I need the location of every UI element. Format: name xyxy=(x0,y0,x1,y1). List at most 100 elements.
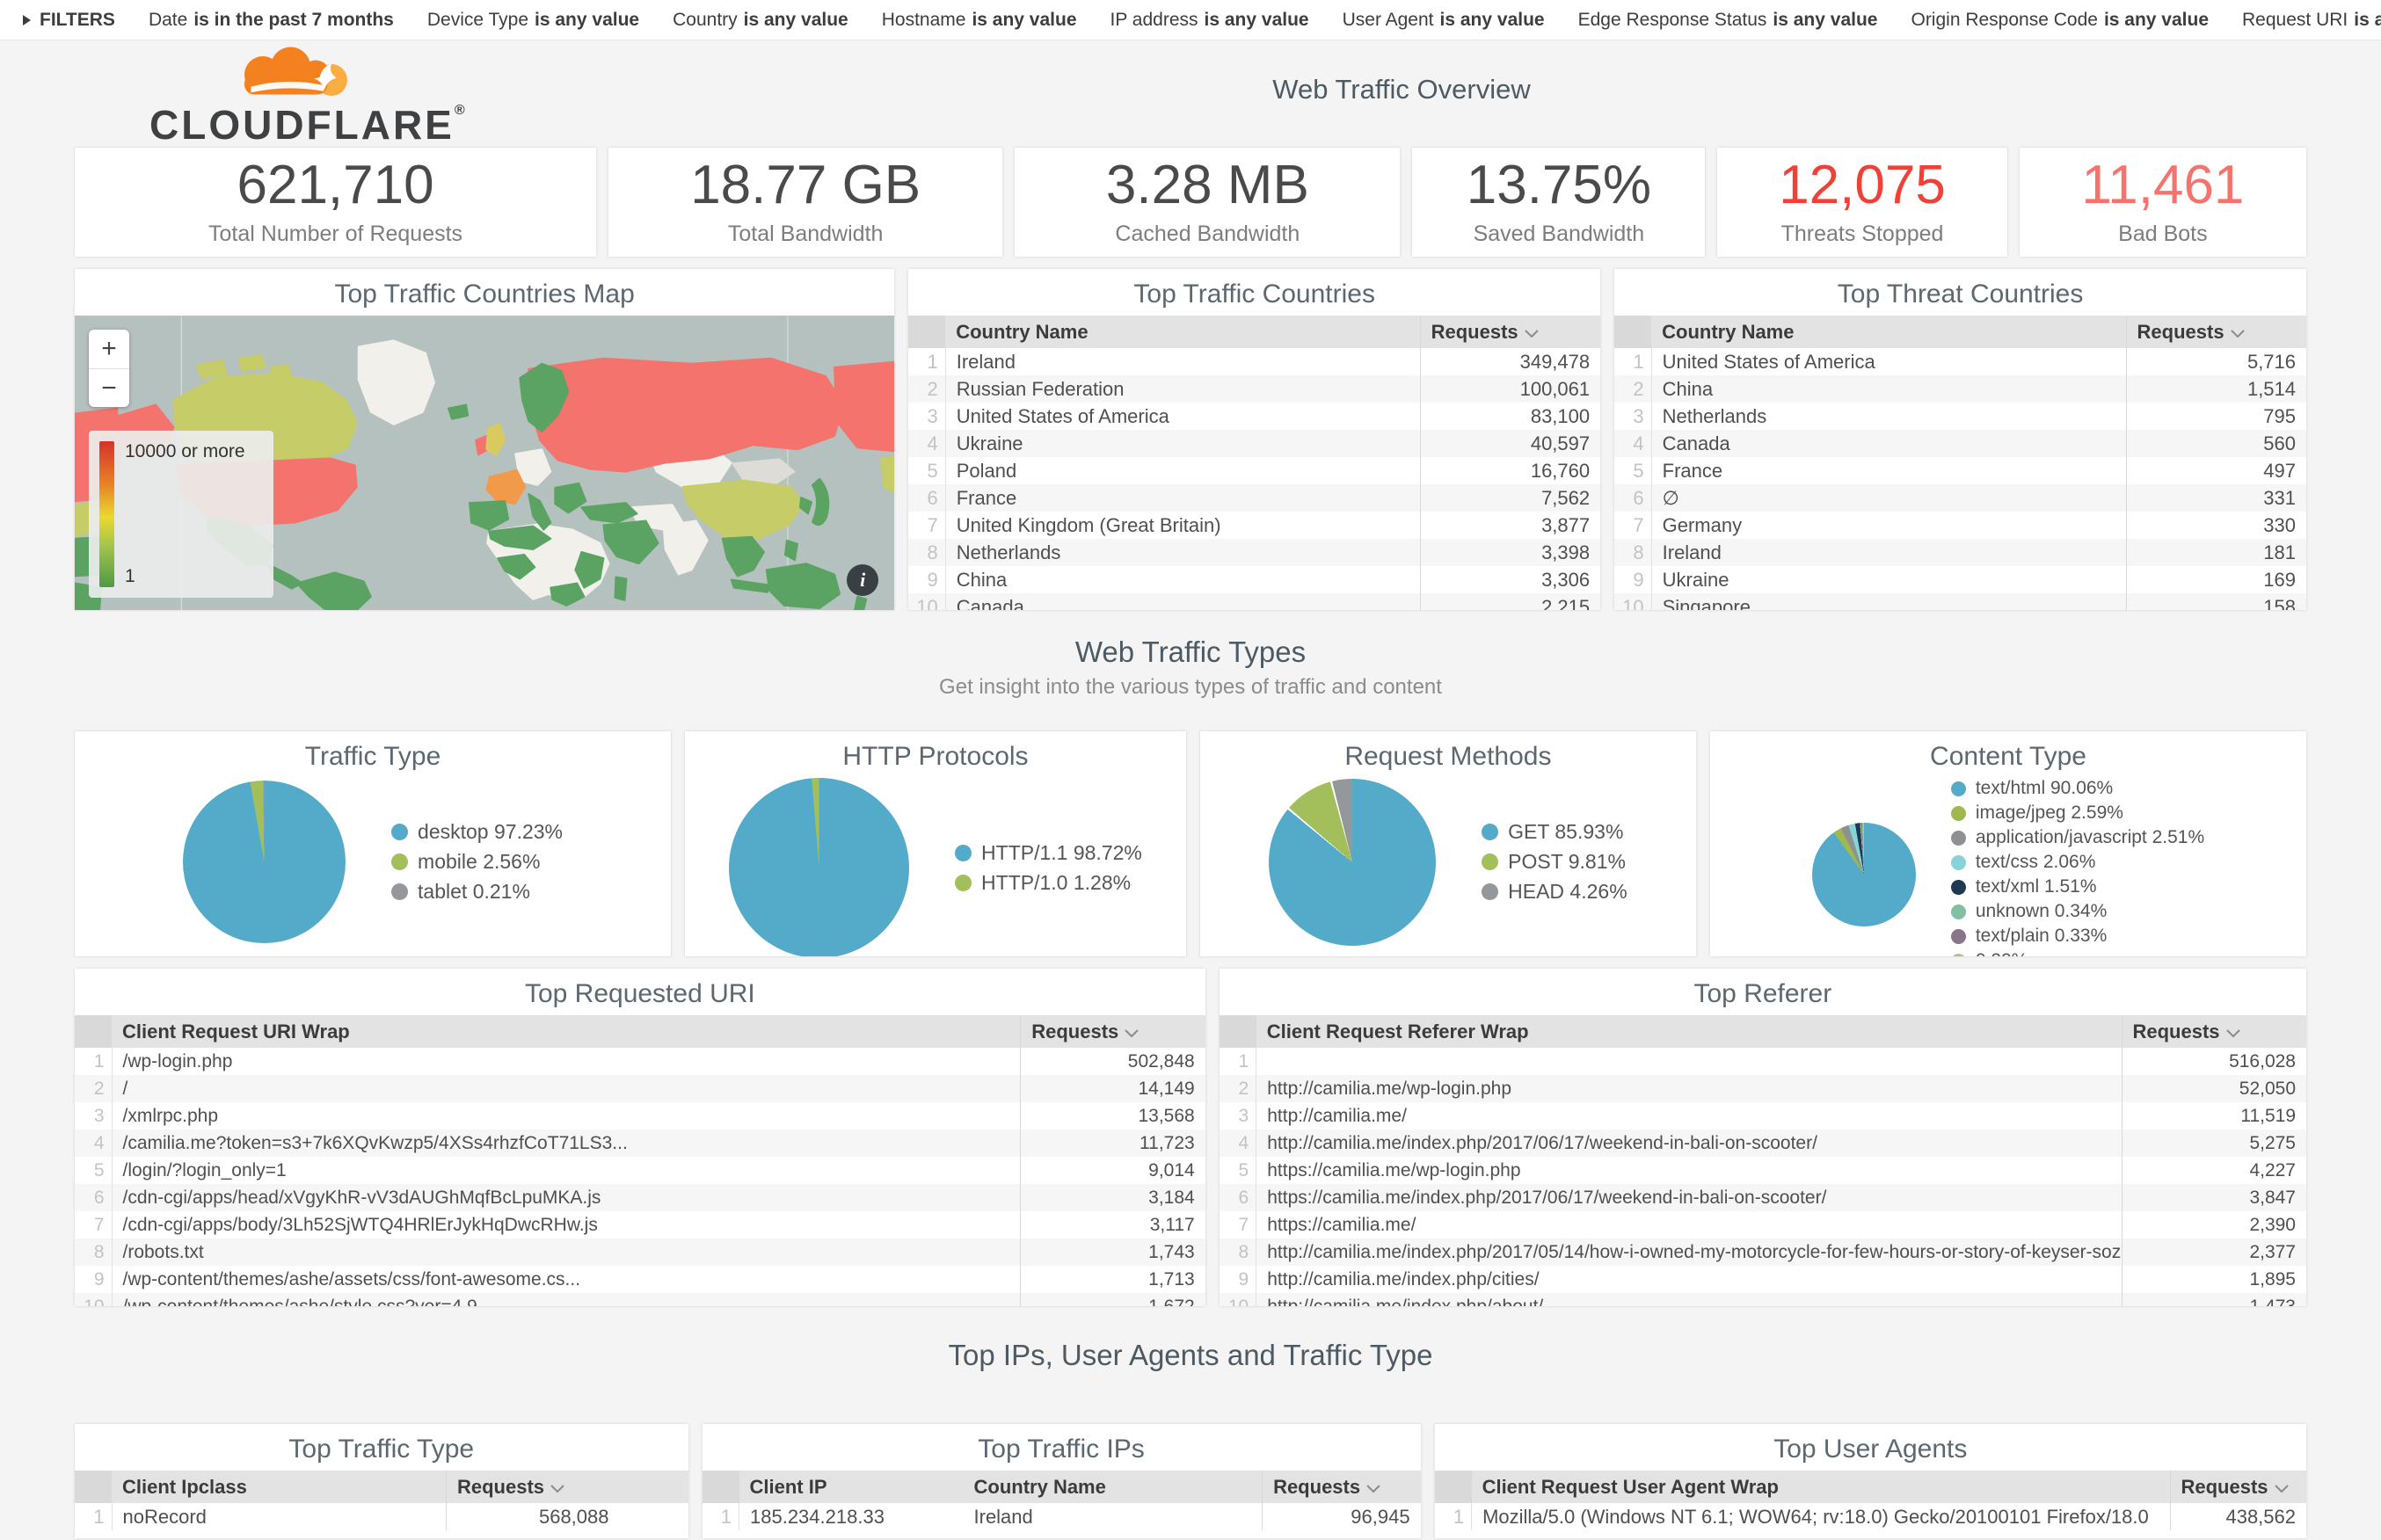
legend-item[interactable]: GET 85.93% xyxy=(1482,820,1627,844)
legend-item[interactable]: HTTP/1.0 1.28% xyxy=(955,871,1142,895)
column-header-client-ip[interactable]: Client IP xyxy=(739,1471,964,1503)
legend-item[interactable]: text/html 90.06% xyxy=(1950,778,2204,799)
column-header-referer[interactable]: Client Request Referer Wrap xyxy=(1256,1015,2122,1048)
table-row[interactable]: 5 Poland 16,760 xyxy=(908,457,1601,484)
table-row[interactable]: 10 Canada 2,215 xyxy=(908,593,1601,610)
table-row[interactable]: 8 Netherlands 3,398 xyxy=(908,539,1601,566)
filter-item[interactable]: User Agent is any value xyxy=(1343,10,1545,31)
legend-item[interactable]: text/xml 1.51% xyxy=(1950,876,2204,897)
table-row[interactable]: 8 http://camilia.me/index.php/2017/05/14… xyxy=(1219,1239,2306,1266)
filter-item[interactable]: Edge Response Status is any value xyxy=(1578,10,1878,31)
legend-item[interactable]: HTTP/1.1 98.72% xyxy=(955,841,1142,865)
column-header-requests[interactable]: Requests xyxy=(2121,1015,2306,1048)
table-row[interactable]: 10 Singapore 158 xyxy=(1614,593,2307,610)
table-row[interactable]: 2 China 1,514 xyxy=(1614,375,2307,403)
filter-item[interactable]: IP address is any value xyxy=(1110,10,1309,31)
map-info-button[interactable]: i xyxy=(847,564,879,596)
legend-item[interactable]: POST 9.81% xyxy=(1482,850,1627,874)
table-row[interactable]: 1 noRecord 568,088 xyxy=(75,1503,688,1530)
table-row[interactable]: 7 /cdn-cgi/apps/body/3Lh52SjWTQ4HRlErJyk… xyxy=(75,1211,1205,1239)
table-row[interactable]: 9 http://camilia.me/index.php/cities/ 1,… xyxy=(1219,1266,2306,1293)
traffic-type-pie-chart[interactable] xyxy=(183,781,346,943)
column-header-requests[interactable]: Requests xyxy=(2125,316,2307,348)
table-row[interactable]: 9 Ukraine 169 xyxy=(1614,566,2307,593)
legend-item[interactable]: text/css 2.06% xyxy=(1950,852,2204,873)
table-row[interactable]: 6 France 7,562 xyxy=(908,484,1601,512)
table-row[interactable]: 3 http://camilia.me/ 11,519 xyxy=(1219,1102,2306,1130)
column-header-requests[interactable]: Requests xyxy=(2169,1471,2306,1503)
filters-toggle[interactable]: FILTERS xyxy=(23,10,115,31)
filter-item[interactable]: Hostname is any value xyxy=(882,10,1077,31)
legend-item[interactable]: mobile 2.56% xyxy=(391,850,563,874)
table-row[interactable]: 7 https://camilia.me/ 2,390 xyxy=(1219,1211,2306,1239)
table-row[interactable]: 10 http://camilia.me/index.php/about/ 1,… xyxy=(1219,1293,2306,1306)
legend-item[interactable]: desktop 97.23% xyxy=(391,820,563,844)
table-row[interactable]: 3 Netherlands 795 xyxy=(1614,403,2307,430)
map-region-france[interactable] xyxy=(485,469,527,505)
table-row[interactable]: 9 China 3,306 xyxy=(908,566,1601,593)
filter-item[interactable]: Country is any value xyxy=(673,10,848,31)
table-row[interactable]: 2 / 14,149 xyxy=(75,1075,1205,1102)
column-header-requests[interactable]: Requests xyxy=(1262,1471,1421,1503)
table-row[interactable]: 2 Russian Federation 100,061 xyxy=(908,375,1601,403)
table-row[interactable]: 5 France 497 xyxy=(1614,457,2307,484)
column-header-user-agent[interactable]: Client Request User Agent Wrap xyxy=(1471,1471,2170,1503)
filter-item[interactable]: Device Type is any value xyxy=(427,10,639,31)
zoom-in-button[interactable]: + xyxy=(101,334,117,363)
filter-item[interactable]: Origin Response Code is any value xyxy=(1911,10,2209,31)
legend-item[interactable]: 0.20% xyxy=(1950,950,2204,956)
column-header-country[interactable]: Country Name xyxy=(945,316,1421,348)
table-row[interactable]: 3 /xmlrpc.php 13,568 xyxy=(75,1102,1205,1130)
table-row[interactable]: 4 http://camilia.me/index.php/2017/06/17… xyxy=(1219,1130,2306,1157)
kpi-cached-bandwidth[interactable]: 3.28 MB Cached Bandwidth xyxy=(1015,148,1401,257)
kpi-total-requests[interactable]: 621,710 Total Number of Requests xyxy=(75,148,597,257)
kpi-threats-stopped[interactable]: 12,075 Threats Stopped xyxy=(1717,148,2007,257)
map-regions-olive[interactable] xyxy=(75,353,895,540)
map-region-uk[interactable] xyxy=(485,422,506,457)
table-row[interactable]: 1 United States of America 5,716 xyxy=(1614,348,2307,375)
table-row[interactable]: 7 United Kingdom (Great Britain) 3,877 xyxy=(908,512,1601,539)
column-header-country[interactable]: Country Name xyxy=(1651,316,2127,348)
column-header-ipclass[interactable]: Client Ipclass xyxy=(112,1471,447,1503)
zoom-out-button[interactable]: − xyxy=(89,368,129,407)
content-type-pie-chart[interactable] xyxy=(1811,823,1916,926)
table-row[interactable]: 5 /login/?login_only=1 9,014 xyxy=(75,1157,1205,1184)
legend-item[interactable]: text/plain 0.33% xyxy=(1950,926,2204,947)
kpi-total-bandwidth[interactable]: 18.77 GB Total Bandwidth xyxy=(608,148,1003,257)
world-map[interactable]: + − 10000 or more 1 i xyxy=(75,316,895,610)
table-row[interactable]: 10 /wp-content/themes/ashe/style.css?ver… xyxy=(75,1293,1205,1306)
map-region-mongolia[interactable] xyxy=(731,458,796,485)
kpi-saved-bandwidth[interactable]: 13.75% Saved Bandwidth xyxy=(1412,148,1706,257)
table-row[interactable]: 5 https://camilia.me/wp-login.php 4,227 xyxy=(1219,1157,2306,1184)
legend-item[interactable]: HEAD 4.26% xyxy=(1482,880,1627,904)
column-header-requests[interactable]: Requests xyxy=(1020,1015,1205,1048)
table-row[interactable]: 1 185.234.218.33 Ireland 96,945 xyxy=(702,1503,1421,1530)
table-row[interactable]: 1 /wp-login.php 502,848 xyxy=(75,1048,1205,1075)
table-row[interactable]: 4 /camilia.me?token=s3+7k6XQvKwzp5/4XSs4… xyxy=(75,1130,1205,1157)
table-row[interactable]: 6 /cdn-cgi/apps/head/xVgyKhR-vV3dAUGhMqf… xyxy=(75,1184,1205,1211)
table-row[interactable]: 1 Mozilla/5.0 (Windows NT 6.1; WOW64; rv… xyxy=(1434,1503,2306,1530)
table-row[interactable]: 1 516,028 xyxy=(1219,1048,2306,1075)
table-row[interactable]: 9 /wp-content/themes/ashe/assets/css/fon… xyxy=(75,1266,1205,1293)
table-row[interactable]: 6 https://camilia.me/index.php/2017/06/1… xyxy=(1219,1184,2306,1211)
legend-item[interactable]: tablet 0.21% xyxy=(391,880,563,904)
column-header-requests[interactable]: Requests xyxy=(446,1471,688,1503)
table-row[interactable]: 8 Ireland 181 xyxy=(1614,539,2307,566)
kpi-bad-bots[interactable]: 11,461 Bad Bots xyxy=(2019,148,2306,257)
table-row[interactable]: 2 http://camilia.me/wp-login.php 52,050 xyxy=(1219,1075,2306,1102)
http-protocols-pie-chart[interactable] xyxy=(729,778,910,956)
table-row[interactable]: 6 ∅ 331 xyxy=(1614,484,2307,512)
table-row[interactable]: 7 Germany 330 xyxy=(1614,512,2307,539)
legend-item[interactable]: application/javascript 2.51% xyxy=(1950,827,2204,848)
request-methods-pie-chart[interactable] xyxy=(1269,778,1437,946)
table-row[interactable]: 3 United States of America 83,100 xyxy=(908,403,1601,430)
column-header-requests[interactable]: Requests xyxy=(1419,316,1601,348)
table-row[interactable]: 1 Ireland 349,478 xyxy=(908,348,1601,375)
table-row[interactable]: 4 Canada 560 xyxy=(1614,430,2307,457)
table-row[interactable]: 8 /robots.txt 1,743 xyxy=(75,1239,1205,1266)
table-row[interactable]: 4 Ukraine 40,597 xyxy=(908,430,1601,457)
column-header-uri[interactable]: Client Request URI Wrap xyxy=(112,1015,1021,1048)
legend-item[interactable]: image/jpeg 2.59% xyxy=(1950,803,2204,824)
legend-item[interactable]: unknown 0.34% xyxy=(1950,901,2204,922)
column-header-country[interactable]: Country Name xyxy=(963,1471,1263,1503)
